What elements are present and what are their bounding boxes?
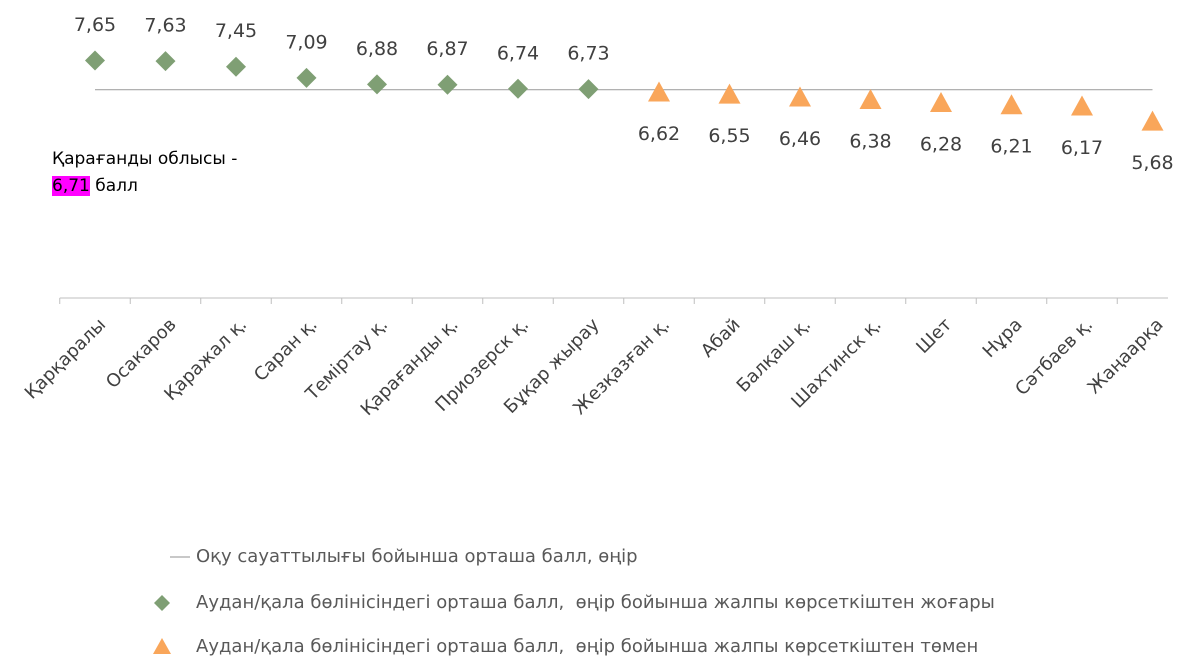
value-label: 6,28 (920, 134, 962, 156)
triangle-marker (930, 92, 952, 113)
diamond-marker (296, 67, 317, 88)
triangle-marker (648, 81, 670, 102)
triangle-marker (718, 83, 741, 104)
x-tick-label: Шет (912, 314, 956, 358)
annotation-value: 6,71 (52, 176, 90, 196)
triangle-marker (1000, 94, 1023, 115)
diamond-marker (155, 51, 176, 72)
value-label: 6,62 (638, 123, 680, 145)
value-label: 6,38 (849, 130, 891, 152)
legend-label: Оқу сауаттылығы бойынша орташа балл, өңі… (196, 546, 638, 567)
diamond-marker (85, 50, 105, 71)
x-tick-label: Жаңаарқа (1084, 314, 1168, 398)
diamond-marker (226, 56, 246, 77)
diamond-marker (367, 74, 387, 95)
value-label: 7,65 (74, 14, 116, 36)
legend-marker (153, 638, 171, 654)
triangle-marker (1071, 95, 1093, 116)
diamond-marker (437, 74, 458, 95)
x-tick-label: Саран қ. (250, 314, 322, 386)
value-label: 5,68 (1131, 152, 1173, 174)
annotation-suffix: балл (95, 176, 138, 196)
value-label: 6,55 (708, 125, 750, 147)
value-label: 6,88 (356, 38, 398, 60)
value-label: 6,17 (1061, 137, 1103, 159)
x-tick-label: Нұра (979, 314, 1027, 362)
triangle-marker (859, 88, 882, 109)
value-label: 6,87 (426, 38, 468, 60)
diamond-marker (578, 79, 599, 100)
annotation: Қарағанды облысы - 6,71 балл (52, 146, 237, 200)
x-tick-label: Қарқаралы (21, 314, 110, 403)
annotation-line: 6,71 балл (52, 173, 237, 200)
legend-label: Аудан/қала бөлінісіндегі орташа балл, өң… (196, 636, 978, 657)
value-label: 6,21 (990, 136, 1032, 158)
value-label: 6,73 (567, 43, 609, 65)
triangle-marker (1141, 110, 1164, 131)
annotation-prefix: Қарағанды облысы - (52, 149, 238, 169)
legend-label: Аудан/қала бөлінісіндегі орташа балл, өң… (196, 592, 995, 613)
value-label: 7,09 (285, 31, 327, 53)
value-label: 7,63 (144, 15, 186, 37)
value-label: 6,74 (497, 42, 539, 64)
value-label: 6,46 (779, 128, 821, 150)
triangle-marker (789, 86, 811, 107)
diamond-marker (508, 78, 528, 99)
value-label: 7,45 (215, 20, 257, 42)
x-tick-label: Абай (697, 314, 744, 361)
legend-marker (154, 595, 170, 611)
